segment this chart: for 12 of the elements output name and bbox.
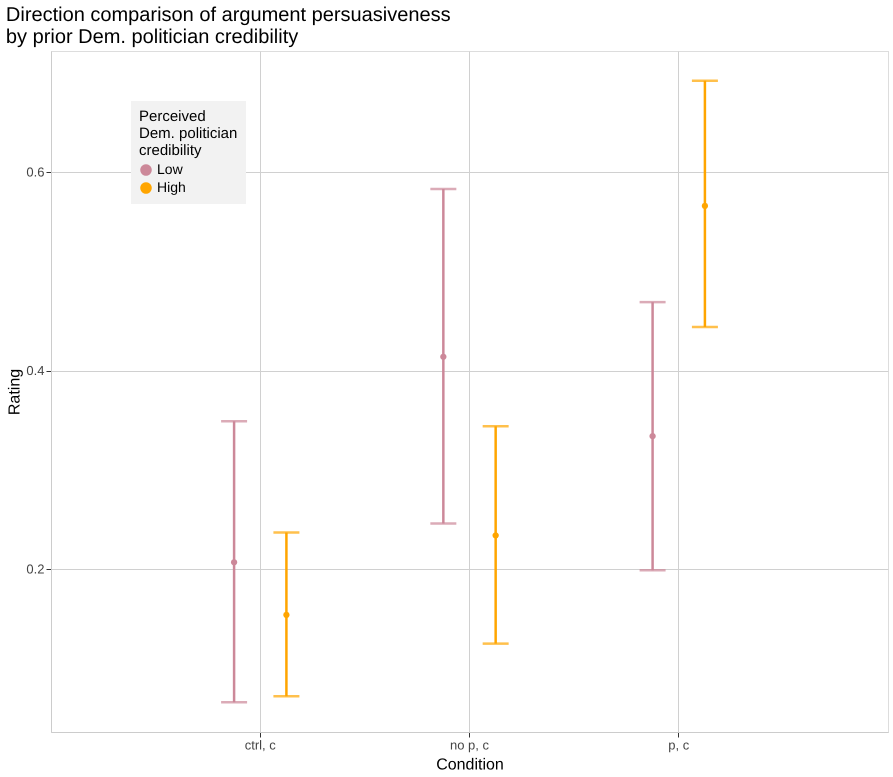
legend-title: Perceived Dem. politician credibility: [139, 108, 238, 159]
legend-label: High: [157, 179, 186, 195]
y-axis-title: Rating: [6, 368, 24, 416]
chart-title: Direction comparison of argument persuasiveness by prior Dem. politician credibility: [6, 4, 451, 48]
legend-label: Low: [157, 161, 184, 177]
y-tick-label: 0.2: [26, 562, 44, 577]
x-axis-title: Condition: [436, 756, 504, 774]
x-tick-label: p, c: [668, 738, 690, 752]
x-tick-label: no p, c: [450, 738, 490, 752]
y-tick-label: 0.4: [26, 363, 44, 378]
x-tick-label: ctrl, c: [244, 738, 276, 752]
y-tick-label: 0.6: [26, 164, 44, 180]
